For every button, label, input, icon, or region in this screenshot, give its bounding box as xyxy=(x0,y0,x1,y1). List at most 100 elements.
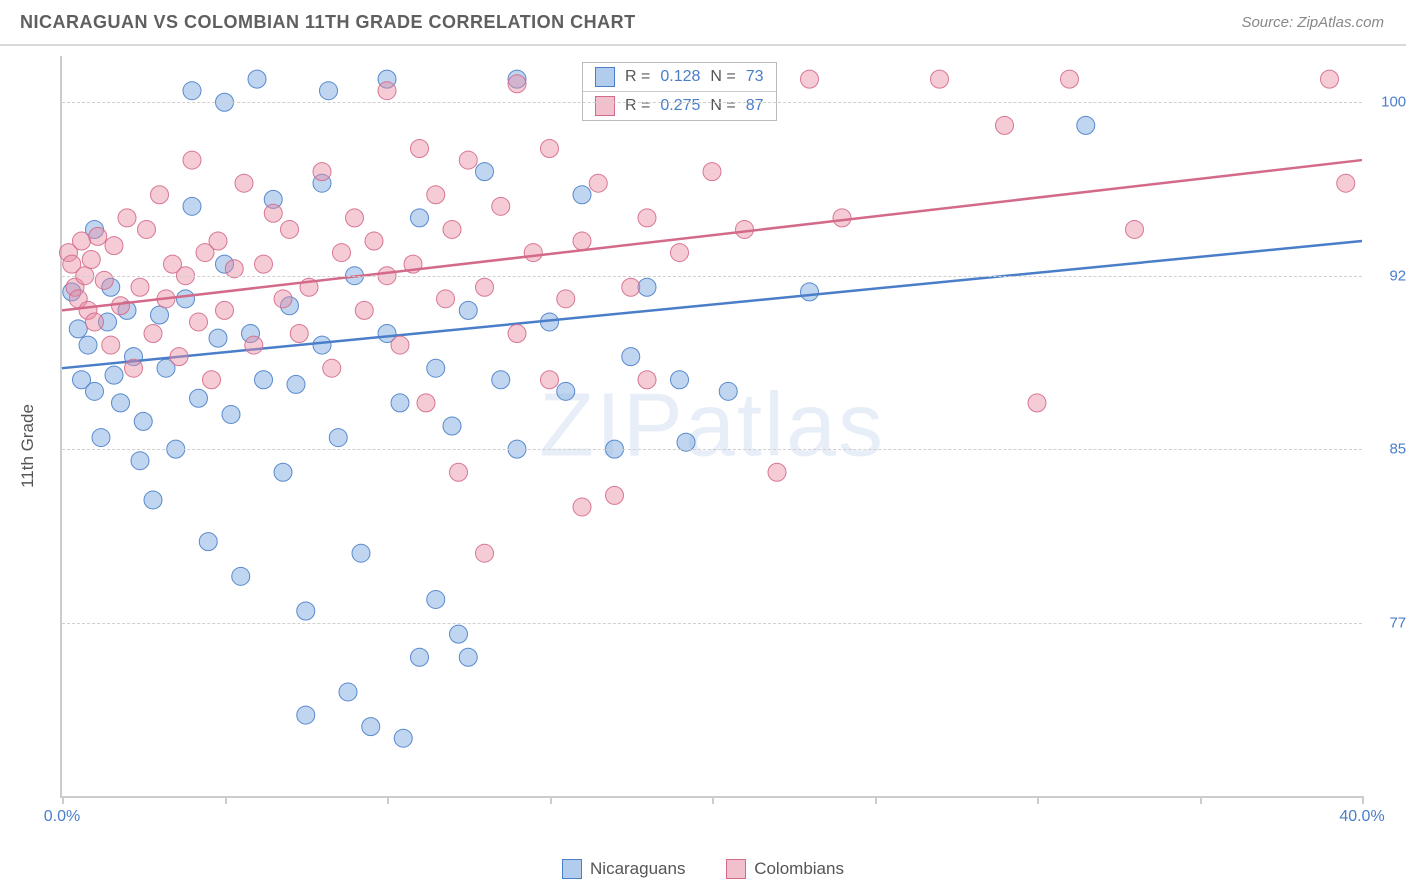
x-tick-label: 40.0% xyxy=(1339,808,1384,826)
data-point xyxy=(638,209,656,227)
data-point xyxy=(183,82,201,100)
data-point xyxy=(86,313,104,331)
data-point xyxy=(573,186,591,204)
data-point xyxy=(183,197,201,215)
data-point xyxy=(73,232,91,250)
data-point xyxy=(459,151,477,169)
data-point xyxy=(131,452,149,470)
data-point xyxy=(391,394,409,412)
swatch-icon xyxy=(562,859,582,879)
data-point xyxy=(541,371,559,389)
legend-item-colombians: Colombians xyxy=(726,859,844,879)
legend-label: Nicaraguans xyxy=(590,859,685,879)
data-point xyxy=(801,70,819,88)
data-point xyxy=(183,151,201,169)
data-point xyxy=(323,359,341,377)
stats-row-nicaraguans: R = 0.128 N = 73 xyxy=(583,63,776,92)
scatter-svg xyxy=(62,56,1362,796)
data-point xyxy=(459,301,477,319)
data-point xyxy=(346,209,364,227)
data-point xyxy=(134,412,152,430)
data-point xyxy=(476,278,494,296)
data-point xyxy=(443,417,461,435)
data-point xyxy=(1061,70,1079,88)
title-bar: NICARAGUAN VS COLOMBIAN 11TH GRADE CORRE… xyxy=(0,0,1406,46)
legend-bottom: Nicaraguans Colombians xyxy=(0,859,1406,884)
data-point xyxy=(703,163,721,181)
data-point xyxy=(82,251,100,269)
r-label: R = xyxy=(625,68,650,86)
data-point xyxy=(378,82,396,100)
data-point xyxy=(339,683,357,701)
data-point xyxy=(297,706,315,724)
legend-item-nicaraguans: Nicaraguans xyxy=(562,859,685,879)
data-point xyxy=(313,336,331,354)
data-point xyxy=(365,232,383,250)
swatch-icon xyxy=(726,859,746,879)
data-point xyxy=(255,371,273,389)
y-axis-label: 11th Grade xyxy=(18,404,38,488)
data-point xyxy=(573,498,591,516)
data-point xyxy=(833,209,851,227)
data-point xyxy=(313,163,331,181)
data-point xyxy=(450,463,468,481)
data-point xyxy=(437,290,455,308)
data-point xyxy=(125,359,143,377)
data-point xyxy=(138,220,156,238)
data-point xyxy=(671,244,689,262)
data-point xyxy=(274,290,292,308)
data-point xyxy=(996,116,1014,134)
data-point xyxy=(79,336,97,354)
data-point xyxy=(203,371,221,389)
swatch-icon xyxy=(595,96,615,116)
data-point xyxy=(459,648,477,666)
data-point xyxy=(235,174,253,192)
data-point xyxy=(199,533,217,551)
data-point xyxy=(144,491,162,509)
n-label: N = xyxy=(710,97,735,115)
data-point xyxy=(411,209,429,227)
data-point xyxy=(492,371,510,389)
data-point xyxy=(508,75,526,93)
data-point xyxy=(216,301,234,319)
data-point xyxy=(573,232,591,250)
data-point xyxy=(245,336,263,354)
data-point xyxy=(492,197,510,215)
data-point xyxy=(333,244,351,262)
stats-row-colombians: R = 0.275 N = 87 xyxy=(583,92,776,120)
y-tick-label: 85.0% xyxy=(1372,441,1406,458)
data-point xyxy=(170,348,188,366)
data-point xyxy=(177,290,195,308)
r-label: R = xyxy=(625,97,650,115)
data-point xyxy=(1077,116,1095,134)
data-point xyxy=(281,220,299,238)
data-point xyxy=(394,729,412,747)
r-value: 0.275 xyxy=(660,97,700,115)
n-value: 87 xyxy=(746,97,764,115)
data-point xyxy=(638,371,656,389)
data-point xyxy=(557,290,575,308)
data-point xyxy=(427,590,445,608)
stats-legend: R = 0.128 N = 73 R = 0.275 N = 87 xyxy=(582,62,777,121)
data-point xyxy=(1337,174,1355,192)
data-point xyxy=(69,320,87,338)
data-point xyxy=(417,394,435,412)
data-point xyxy=(264,204,282,222)
data-point xyxy=(232,567,250,585)
data-point xyxy=(89,227,107,245)
data-point xyxy=(118,209,136,227)
data-point xyxy=(105,366,123,384)
data-point xyxy=(209,232,227,250)
x-tick-label: 0.0% xyxy=(44,808,80,826)
data-point xyxy=(102,336,120,354)
data-point xyxy=(92,429,110,447)
data-point xyxy=(355,301,373,319)
trend-line xyxy=(62,160,1362,310)
data-point xyxy=(443,220,461,238)
data-point xyxy=(1126,220,1144,238)
data-point xyxy=(320,82,338,100)
data-point xyxy=(450,625,468,643)
y-tick-label: 100.0% xyxy=(1372,94,1406,111)
data-point xyxy=(719,382,737,400)
data-point xyxy=(144,325,162,343)
